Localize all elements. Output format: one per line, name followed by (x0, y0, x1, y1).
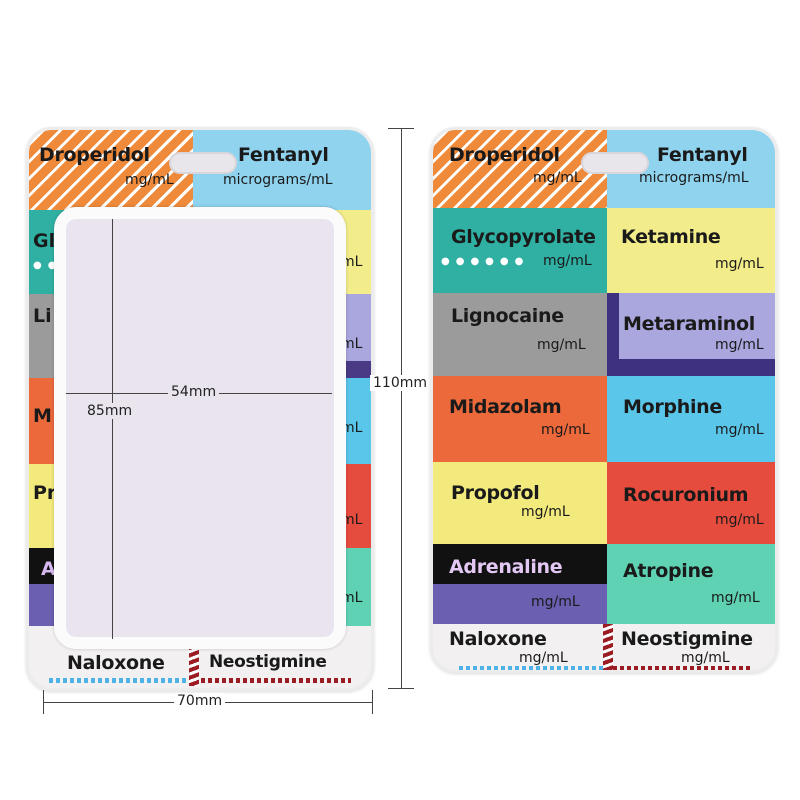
fragment-ml-2: mL (341, 336, 363, 352)
cell-lignocaine: Lignocaine mg/mL (433, 293, 607, 376)
fragment-a: A (41, 558, 56, 580)
dim-85-label: 85mm (84, 403, 136, 419)
cell-droperidol: Droperidol mg/mL (433, 130, 607, 208)
dim-110-cap-top (388, 128, 414, 129)
fragment-m: M (33, 405, 52, 427)
left-naloxone: Naloxone (67, 652, 165, 674)
cell-propofol: Propofol mg/mL (433, 462, 607, 544)
fragment-li: Li (33, 305, 52, 327)
divider-stripe (603, 624, 613, 670)
right-badge-card: Droperidol mg/mL Fentanyl micrograms/mL … (430, 127, 778, 673)
blue-dash (49, 678, 189, 683)
cell-midazolam: Midazolam mg/mL (433, 376, 607, 462)
cell-neostigmine: Neostigmine mg/mL (613, 624, 775, 670)
dots: ●●●●●● (441, 256, 530, 267)
fragment-ml-5: mL (341, 590, 363, 606)
dots: ●● (33, 260, 63, 271)
fragment-ml-3: mL (341, 420, 363, 436)
red-dash (613, 666, 753, 670)
dim-110-label: 110mm (370, 375, 430, 391)
cell-rocuronium: Rocuronium mg/mL (607, 462, 775, 544)
fragment-ml-1: mL (341, 254, 363, 270)
cell-naloxone: Naloxone mg/mL (433, 624, 607, 670)
adrenaline-black-band (433, 544, 607, 584)
dim-70-label: 70mm (174, 693, 226, 709)
divider-stripe (189, 646, 199, 686)
lanyard-slot (169, 152, 237, 174)
metaraminol-inner (619, 293, 775, 359)
cell-ketamine: Ketamine mg/mL (607, 208, 775, 293)
dim-85-line (112, 219, 113, 639)
dim-110-cap-bottom (388, 688, 414, 689)
dim-70-cap-right (372, 690, 373, 714)
card-window-frame (54, 207, 346, 649)
dim-110-line (401, 128, 402, 688)
left-cell-droperidol: Droperidol mg/mL (29, 130, 193, 210)
cell-metaraminol: Metaraminol mg/mL (607, 293, 775, 376)
lanyard-slot (581, 152, 649, 174)
fragment-ml-4: mL (341, 512, 363, 528)
red-dash (201, 678, 351, 683)
fragment-gl: Gl (33, 230, 56, 252)
blue-dash (459, 666, 605, 670)
left-neostigmine: Neostigmine (209, 652, 327, 672)
cell-morphine: Morphine mg/mL (607, 376, 775, 462)
dim-70-cap-left (43, 690, 44, 714)
cell-atropine: Atropine mg/mL (607, 544, 775, 624)
dim-54-label: 54mm (168, 384, 220, 400)
cell-glycopyrolate: Glycopyrolate ●●●●●● mg/mL (433, 208, 607, 293)
cell-adrenaline: Adrenaline mg/mL (433, 544, 607, 624)
fragment-pr: Pr (33, 482, 57, 504)
